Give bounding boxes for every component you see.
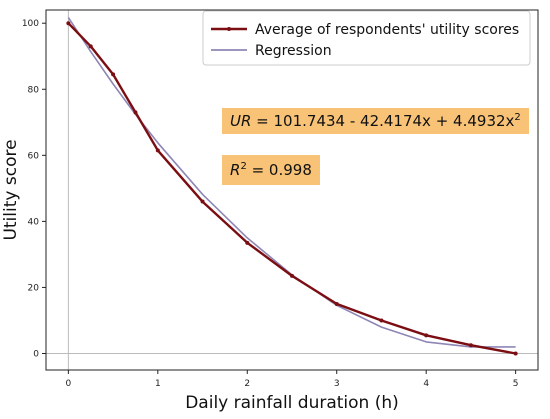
x-tick-label: 2: [244, 379, 250, 389]
x-tick-label: 4: [423, 379, 429, 389]
legend-label-regression: Regression: [255, 43, 332, 59]
r2-exponent: 2: [240, 161, 247, 172]
data-point-average: [468, 343, 473, 348]
data-point-average: [155, 148, 160, 153]
data-point-average: [133, 110, 138, 115]
reference-lines: [46, 10, 538, 370]
equation-rhs: = 101.7434 - 42.4174x + 4.4932x: [251, 112, 515, 130]
equation-lhs: UR: [230, 112, 252, 130]
y-axis-title: Utility score: [1, 139, 21, 240]
x-tick-label: 5: [513, 379, 519, 389]
r2-rhs: = 0.998: [246, 161, 312, 179]
y-tick-label: 40: [28, 217, 40, 227]
r-squared-label: R2 = 0.998: [222, 155, 320, 185]
y-tick-label: 60: [28, 151, 40, 161]
data-point-average: [334, 301, 339, 306]
x-tick-label: 1: [155, 379, 161, 389]
data-point-average: [66, 21, 71, 26]
legend-label-average: Average of respondents' utility scores: [255, 22, 519, 38]
x-tick-label: 3: [334, 379, 340, 389]
data-point-average: [111, 72, 116, 77]
equation-exponent: 2: [514, 112, 521, 123]
x-axis-title: Daily rainfall duration (h): [185, 393, 399, 413]
y-tick-label: 80: [28, 85, 40, 95]
y-tick-label: 0: [33, 349, 39, 359]
data-point-average: [379, 318, 384, 323]
r2-lhs: R: [230, 161, 241, 179]
x-axis-ticks: 0 1 2 3 4 5: [65, 370, 519, 389]
series-layer: [66, 17, 518, 356]
data-point-average: [200, 199, 205, 204]
y-axis-ticks: 0 20 40 60 80 100: [22, 19, 46, 359]
legend-box: [202, 10, 531, 66]
y-tick-label: 20: [28, 283, 40, 293]
x-tick-label: 0: [65, 379, 71, 389]
data-point-average: [245, 240, 250, 245]
regression-equation-label: UR = 101.7434 - 42.4174x + 4.4932x2: [222, 108, 529, 134]
data-point-average: [513, 351, 518, 356]
y-tick-label: 100: [22, 19, 39, 29]
data-point-average: [88, 44, 93, 49]
series-line-regression: [67, 17, 516, 348]
legend: Average of respondents' utility scores R…: [202, 10, 531, 66]
plot-frame: [45, 9, 539, 371]
legend-marker-average: [227, 27, 231, 31]
data-point-average: [290, 273, 294, 278]
data-point-average: [424, 333, 429, 338]
